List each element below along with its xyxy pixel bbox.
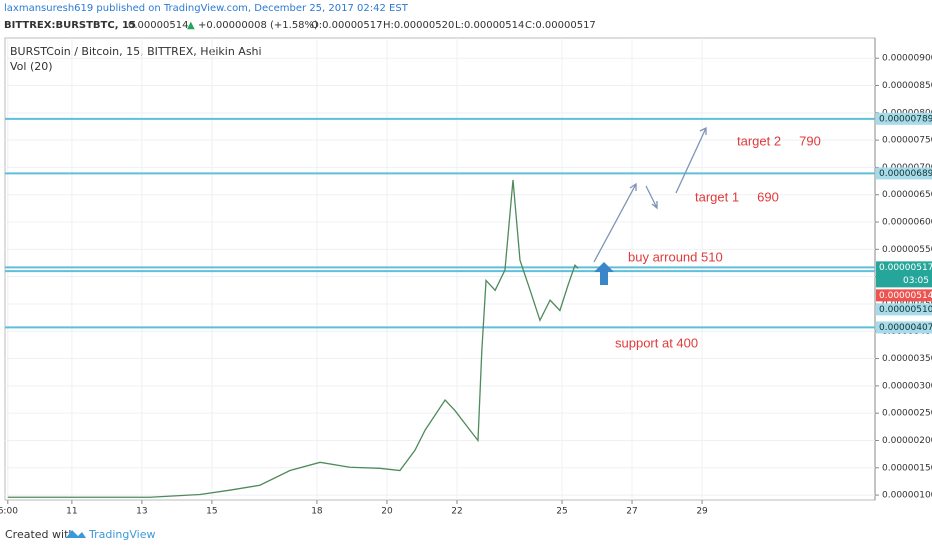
price-tag <box>876 321 932 334</box>
y-tick-label: 0.00000600 <box>882 218 932 228</box>
byline: laxmansuresh619 published on TradingView… <box>4 3 409 14</box>
y-tick-label: 0.00000300 <box>882 381 932 391</box>
price-tag-label: 0.00000789 <box>879 114 932 124</box>
x-tick-label: 15 <box>206 507 217 517</box>
x-tick-label: 22 <box>451 507 462 517</box>
annotation: target 1 690 <box>695 189 779 204</box>
arrow <box>675 126 707 194</box>
y-tick-label: 0.00000650 <box>882 190 932 200</box>
x-tick-label: 18 <box>311 507 323 517</box>
y-tick-label: 0.00000550 <box>882 245 932 255</box>
price-line <box>7 179 579 498</box>
change: +0.00000008 (+1.58%) <box>198 20 318 31</box>
x-tick-label: 6:00 <box>0 507 18 517</box>
price-tag-label: 0.00000689 <box>879 169 932 179</box>
y-tick-label: 0.00000900 <box>882 54 932 64</box>
volume-label: Vol (20) <box>10 60 53 73</box>
y-tick-label: 0.00000850 <box>882 81 932 91</box>
annotation: buy arround 510 <box>628 249 723 264</box>
y-tick-label: 0.00000200 <box>882 436 932 446</box>
symbol: BITTREX:BURSTBTC, 15 <box>4 20 136 31</box>
x-tick-label: 11 <box>66 507 77 517</box>
price-tag <box>876 167 932 180</box>
price-tag <box>876 289 932 302</box>
x-tick-label: 13 <box>136 507 147 517</box>
ohlc-open: O:0.00000517 <box>311 20 383 31</box>
arrow <box>593 182 637 263</box>
price-tag-label: 0.00000517 <box>879 263 932 273</box>
y-tick-label: 0.00000150 <box>882 463 932 473</box>
annotation: target 2 790 <box>737 133 821 148</box>
annotation: support at 400 <box>615 335 698 350</box>
plot: 0.00000789 0.00000689 0.00000517 03:05 0.000… <box>5 112 932 498</box>
price-tag-label: 0.00000510 <box>879 305 932 315</box>
price-tag <box>876 112 932 125</box>
y-tick-label: 0.00000100 <box>882 491 932 501</box>
change-arrow: ▲ <box>187 20 195 31</box>
arrow <box>645 185 658 210</box>
ohlc-close: C:0.00000517 <box>525 20 596 31</box>
y-tick-label: 0.00000250 <box>882 409 932 419</box>
x-tick-label: 25 <box>556 507 567 517</box>
ohlc-high: H:0.00000520 <box>383 20 454 31</box>
footer-created: Created with <box>5 528 75 541</box>
price-tag-label: 0.00000514 <box>879 291 932 301</box>
tv-logo <box>66 530 86 538</box>
x-tick-label: 27 <box>626 507 637 517</box>
x-tick-label: 29 <box>696 507 708 517</box>
y-tick-label: 0.00000750 <box>882 136 932 146</box>
footer-brand[interactable]: TradingView <box>88 528 155 541</box>
projection-arrows <box>593 126 707 263</box>
buy-arrow <box>594 262 614 285</box>
chart-title: BURSTCoin / Bitcoin, 15, BITTREX, Heikin… <box>10 45 262 58</box>
ohlc-low: L:0.00000514 <box>455 20 524 31</box>
y-tick-label: 0.00000350 <box>882 354 932 364</box>
x-tick-label: 20 <box>381 507 393 517</box>
price-tag <box>876 303 932 316</box>
last-price: 0.00000514 <box>128 20 188 31</box>
countdown: 03:05 <box>903 276 929 286</box>
price-tag <box>876 261 932 288</box>
price-tag-label: 0.00000407 <box>879 323 932 333</box>
